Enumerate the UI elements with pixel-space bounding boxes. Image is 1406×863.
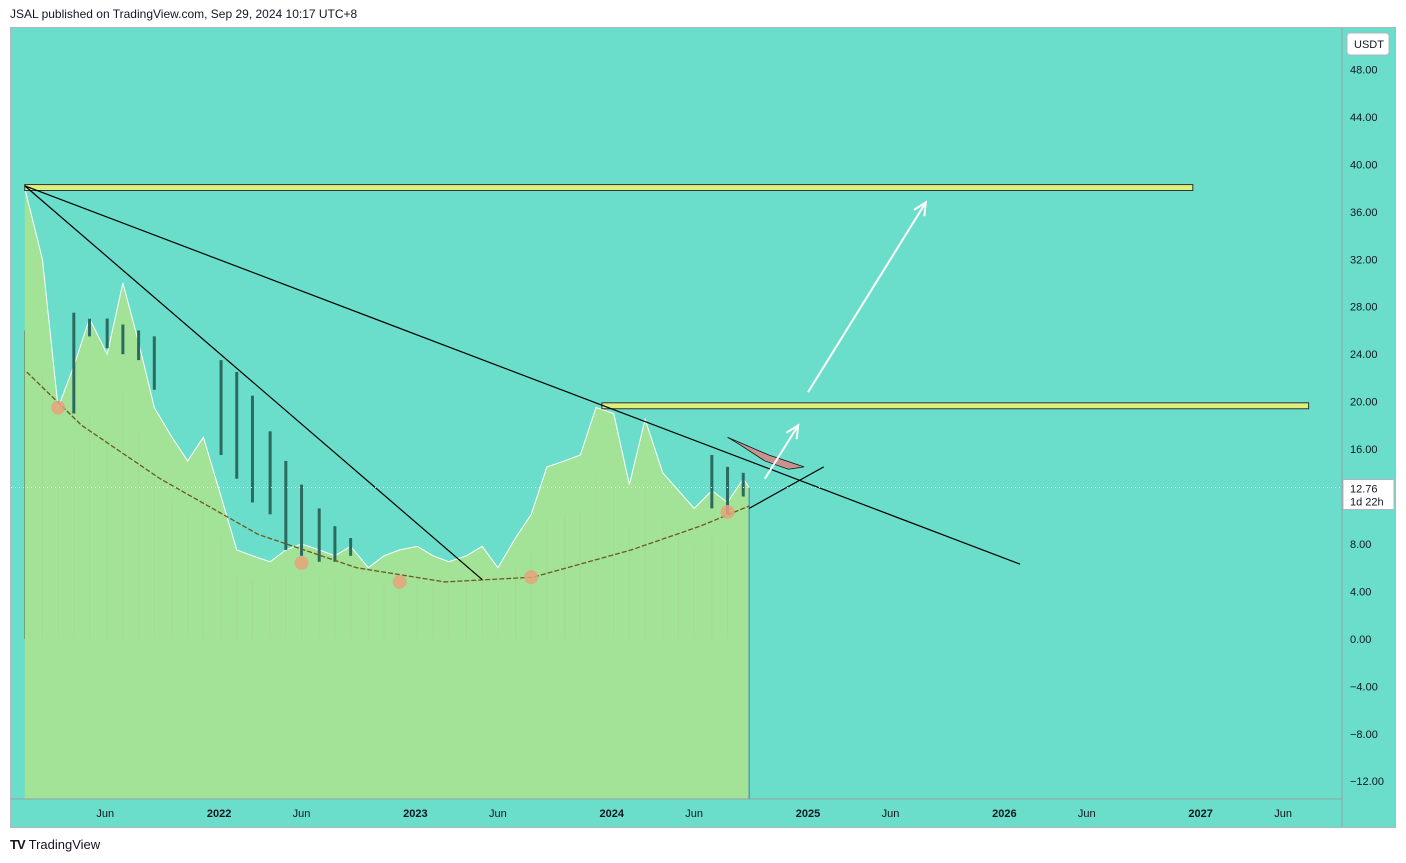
y-tick-label: 8.00 [1350, 539, 1371, 551]
arrow-head [913, 200, 928, 217]
y-tick-label: 0.00 [1350, 634, 1371, 646]
candles [72, 312, 745, 562]
projection-arrows [763, 200, 928, 480]
y-tick-label: 48.00 [1350, 65, 1378, 77]
bottom-marker [294, 555, 309, 570]
x-tick-label: Jun [882, 808, 900, 820]
candle [219, 360, 223, 456]
bottom-markers [51, 400, 735, 589]
pattern-shape [727, 436, 805, 470]
arrow-shaft [807, 201, 927, 393]
bottom-marker [524, 570, 539, 585]
candle [152, 336, 156, 390]
candle [349, 538, 353, 556]
y-tick-label: 44.00 [1350, 112, 1378, 124]
arrow-head [785, 423, 800, 440]
y-tick-label: −4.00 [1350, 681, 1378, 693]
candle [300, 484, 304, 556]
price-area-fill [24, 188, 750, 800]
currency-label: USDT [1354, 39, 1384, 51]
y-tick-label: −12.00 [1350, 776, 1384, 788]
last-price-value: 12.76 [1350, 484, 1378, 496]
rounding-curve [26, 371, 750, 583]
candle [741, 472, 745, 497]
candle [105, 318, 109, 349]
x-tick-label: 2025 [796, 808, 820, 820]
x-tick-label: 2023 [403, 808, 427, 820]
y-tick-label: 32.00 [1350, 254, 1378, 266]
bottom-marker [392, 574, 407, 589]
candle [235, 371, 239, 479]
y-tick-label: 4.00 [1350, 586, 1371, 598]
x-tick-label: 2022 [207, 808, 231, 820]
chart-frame [10, 27, 1396, 828]
tradingview-brand: TradingView [28, 837, 101, 852]
last-price-label: 12.76 1d 22h [11, 479, 1395, 511]
price-axis-background [1342, 28, 1395, 827]
last-price-box [1342, 479, 1395, 511]
tradingview-logo-icon: TV [10, 837, 26, 852]
tradingview-footer[interactable]: TV TradingView [10, 837, 100, 852]
resistance-zone [601, 402, 1310, 410]
arrow-shaft [763, 424, 800, 480]
candle [317, 508, 321, 562]
publish-header: JSAL published on TradingView.com, Sep 2… [10, 7, 358, 21]
candle [88, 318, 92, 337]
bottom-marker [720, 504, 735, 519]
bottom-marker [51, 400, 66, 415]
x-tick-label: Jun [1274, 808, 1292, 820]
y-tick-label: 20.00 [1350, 397, 1378, 409]
x-tick-label: 2024 [599, 808, 624, 820]
x-tick-label: Jun [1078, 808, 1096, 820]
currency-badge[interactable] [1346, 32, 1390, 56]
x-tick-label: Jun [293, 808, 311, 820]
candle [710, 455, 714, 509]
y-tick-label: 16.00 [1350, 444, 1378, 456]
x-tick-label: Jun [96, 808, 114, 820]
price-area [24, 188, 750, 800]
cup-shape [727, 436, 805, 470]
candle [268, 431, 272, 515]
x-tick-label: Jun [489, 808, 507, 820]
y-tick-label: −8.00 [1350, 729, 1378, 741]
trend-line [24, 185, 1021, 565]
candle [284, 460, 288, 550]
candle [333, 526, 337, 562]
price-area-line [24, 188, 750, 569]
rounding-bottom-curve [26, 371, 750, 583]
candle [72, 312, 76, 414]
trend-line [748, 466, 825, 509]
resistance-zone [24, 184, 1194, 192]
x-tick-label: Jun [685, 808, 703, 820]
trend-lines [24, 185, 1021, 581]
bar-countdown: 1d 22h [1350, 497, 1384, 509]
y-tick-label: 24.00 [1350, 349, 1378, 361]
y-tick-label: 36.00 [1350, 207, 1378, 219]
candle [121, 324, 125, 355]
x-tick-label: 2026 [992, 808, 1016, 820]
candle [137, 330, 141, 361]
y-tick-label: 28.00 [1350, 302, 1378, 314]
candle [726, 466, 730, 515]
x-tick-label: 2027 [1188, 808, 1212, 820]
candle [250, 395, 254, 503]
y-tick-label: 40.00 [1350, 159, 1378, 171]
trend-line [24, 185, 483, 581]
time-axis: Jun 2022 Jun 2023 Jun 2024 Jun 2025 Jun 2026 Jun 20… [11, 798, 1342, 820]
